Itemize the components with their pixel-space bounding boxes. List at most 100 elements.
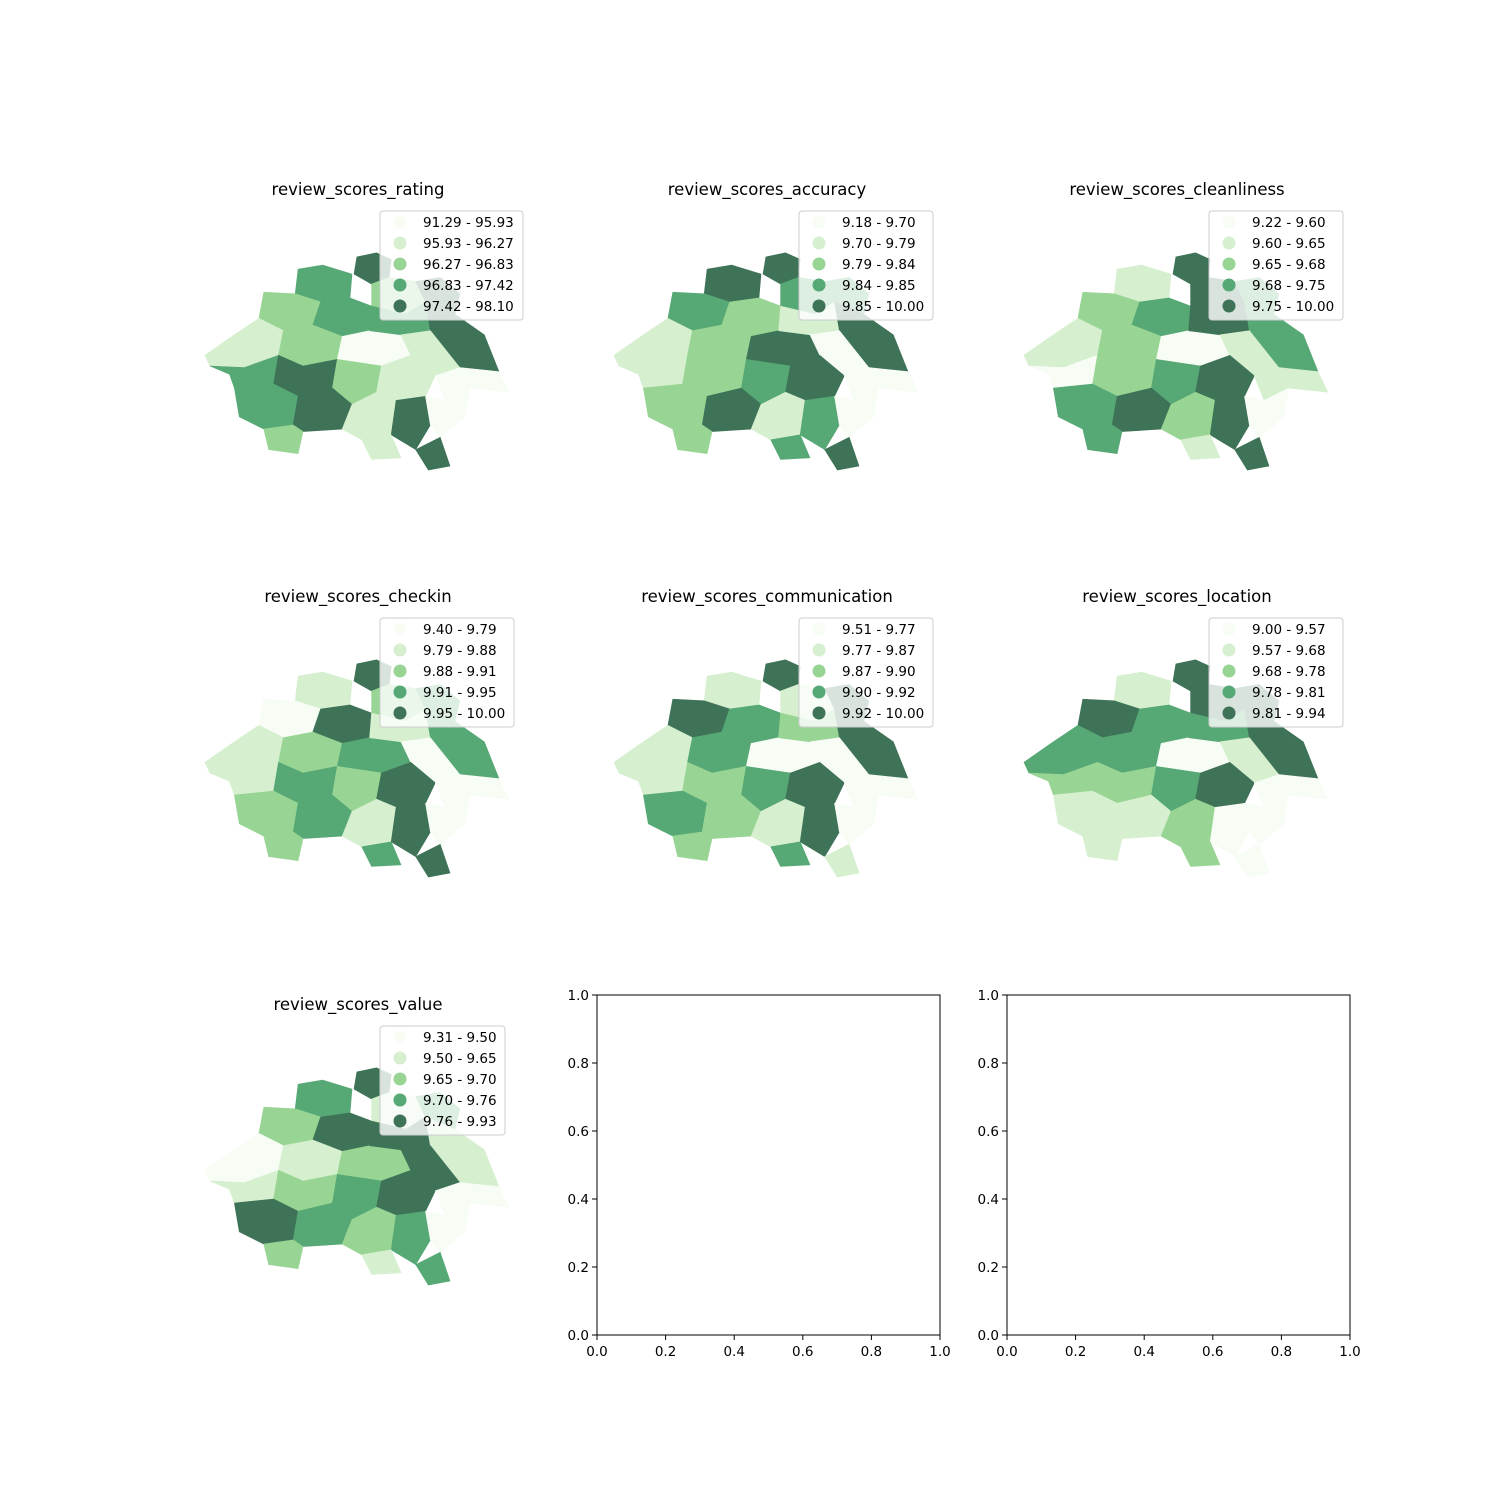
legend: 91.29 - 95.93 95.93 - 96.27 96.27 - 96.83 9… <box>379 210 524 321</box>
y-tick-label: 0.0 <box>978 1328 999 1344</box>
x-tick-label: 1.0 <box>1339 1344 1360 1360</box>
legend-label: 9.65 - 9.70 <box>423 1072 497 1088</box>
map-region <box>843 774 919 808</box>
legend-marker <box>1222 257 1236 271</box>
map-panel-6: review_scores_location 9.00 - 9.57 9.57 - … <box>1023 587 1344 878</box>
map-region <box>361 841 402 867</box>
legend-marker <box>1222 299 1236 313</box>
map-region <box>434 367 510 401</box>
map-panel-8: 0.0 0.2 0.4 0.6 0.8 1.0 0.0 0.2 0.4 0.6 0.8 1.0 <box>568 988 951 1360</box>
legend-label: 9.51 - 9.77 <box>842 622 916 638</box>
legend-marker <box>393 1114 407 1128</box>
map-region <box>770 434 811 460</box>
legend: 9.40 - 9.79 9.79 - 9.88 9.88 - 9.91 9.91 - … <box>379 617 515 728</box>
map-region <box>425 387 470 438</box>
map-region <box>1253 367 1329 401</box>
legend-marker <box>393 685 407 699</box>
legend-marker <box>393 664 407 678</box>
legend: 9.00 - 9.57 9.57 - 9.68 9.68 - 9.78 9.78 - … <box>1208 617 1344 728</box>
legend-marker <box>393 299 407 313</box>
legend-label: 97.42 - 98.10 <box>423 299 514 315</box>
x-tick-label: 0.0 <box>586 1344 607 1360</box>
map-region <box>434 1182 510 1216</box>
empty-axes: 0.0 0.2 0.4 0.6 0.8 1.0 0.0 0.2 0.4 0.6 0.8 1.0 <box>568 988 951 1360</box>
map-region <box>361 434 402 460</box>
map-region <box>1244 794 1289 845</box>
legend-frame <box>798 617 934 728</box>
panel-title: review_scores_value <box>273 995 442 1015</box>
x-tick-label: 0.2 <box>655 1344 676 1360</box>
map-region <box>799 395 840 451</box>
y-tick-label: 0.2 <box>568 1260 589 1276</box>
x-tick-label: 0.6 <box>1202 1344 1223 1360</box>
legend-marker <box>812 278 826 292</box>
legend-label: 9.18 - 9.70 <box>842 215 916 231</box>
empty-axes: 0.0 0.2 0.4 0.6 0.8 1.0 0.0 0.2 0.4 0.6 0.8 1.0 <box>978 988 1361 1360</box>
map-region <box>1244 387 1289 438</box>
map-region <box>390 1210 431 1266</box>
legend-label: 9.76 - 9.93 <box>423 1114 497 1130</box>
legend-frame <box>379 210 524 321</box>
legend-label: 9.79 - 9.84 <box>842 257 916 273</box>
map-region <box>425 1202 470 1253</box>
legend-marker <box>812 643 826 657</box>
y-tick-label: 0.6 <box>978 1124 999 1140</box>
legend-label: 9.95 - 10.00 <box>423 706 505 722</box>
legend-marker <box>812 257 826 271</box>
x-tick-label: 0.2 <box>1065 1344 1086 1360</box>
y-tick-label: 0.6 <box>568 1124 589 1140</box>
y-tick-label: 1.0 <box>568 988 589 1004</box>
map-region <box>824 436 860 471</box>
legend-label: 9.70 - 9.76 <box>423 1093 497 1109</box>
map-region <box>263 424 304 455</box>
y-tick-label: 0.2 <box>978 1260 999 1276</box>
y-tick-label: 0.8 <box>568 1056 589 1072</box>
map-region <box>1234 843 1270 878</box>
legend-frame <box>798 210 934 321</box>
map-region <box>1234 436 1270 471</box>
legend: 9.51 - 9.77 9.77 - 9.87 9.87 - 9.90 9.90 - … <box>798 617 934 728</box>
legend-frame <box>1208 210 1344 321</box>
y-tick-label: 0.8 <box>978 1056 999 1072</box>
legend-marker <box>1222 236 1236 250</box>
map-region <box>415 843 451 878</box>
map-region <box>1209 802 1250 858</box>
legend-marker <box>393 706 407 720</box>
legend-marker <box>812 706 826 720</box>
panel-title: review_scores_location <box>1082 587 1271 607</box>
legend-label: 9.75 - 10.00 <box>1252 299 1334 315</box>
map-panel-2: review_scores_accuracy 9.18 - 9.70 9.70 - … <box>613 180 934 471</box>
legend-label: 9.60 - 9.65 <box>1252 236 1326 252</box>
legend-marker <box>812 685 826 699</box>
legend: 9.31 - 9.50 9.50 - 9.65 9.65 - 9.70 9.70 - … <box>379 1025 506 1136</box>
map-region <box>672 831 713 862</box>
legend-label: 9.81 - 9.94 <box>1252 706 1326 722</box>
legend-marker <box>393 257 407 271</box>
map-panel-7: review_scores_value 9.31 - 9.50 9.50 - 9.6… <box>204 995 510 1286</box>
y-tick-label: 0.0 <box>568 1328 589 1344</box>
map-region <box>1180 434 1221 460</box>
legend-label: 9.00 - 9.57 <box>1252 622 1326 638</box>
map-region <box>415 436 451 471</box>
axes-frame <box>596 994 941 1336</box>
legend-marker <box>812 664 826 678</box>
map-region <box>1209 395 1250 451</box>
legend-marker <box>393 1051 407 1065</box>
panel-title: review_scores_rating <box>272 180 445 200</box>
legend-label: 96.83 - 97.42 <box>423 278 514 294</box>
legend-marker <box>812 236 826 250</box>
legend: 9.18 - 9.70 9.70 - 9.79 9.79 - 9.84 9.84 - … <box>798 210 934 321</box>
x-tick-label: 0.6 <box>792 1344 813 1360</box>
panel-title: review_scores_cleanliness <box>1069 180 1284 200</box>
y-tick-label: 1.0 <box>978 988 999 1004</box>
legend-marker <box>1222 622 1236 636</box>
legend-label: 9.65 - 9.68 <box>1252 257 1326 273</box>
panel-title: review_scores_accuracy <box>668 180 867 200</box>
map-region <box>799 802 840 858</box>
legend-label: 9.68 - 9.78 <box>1252 664 1326 680</box>
legend-marker <box>1222 706 1236 720</box>
map-region <box>1180 841 1221 867</box>
map-region <box>843 367 919 401</box>
